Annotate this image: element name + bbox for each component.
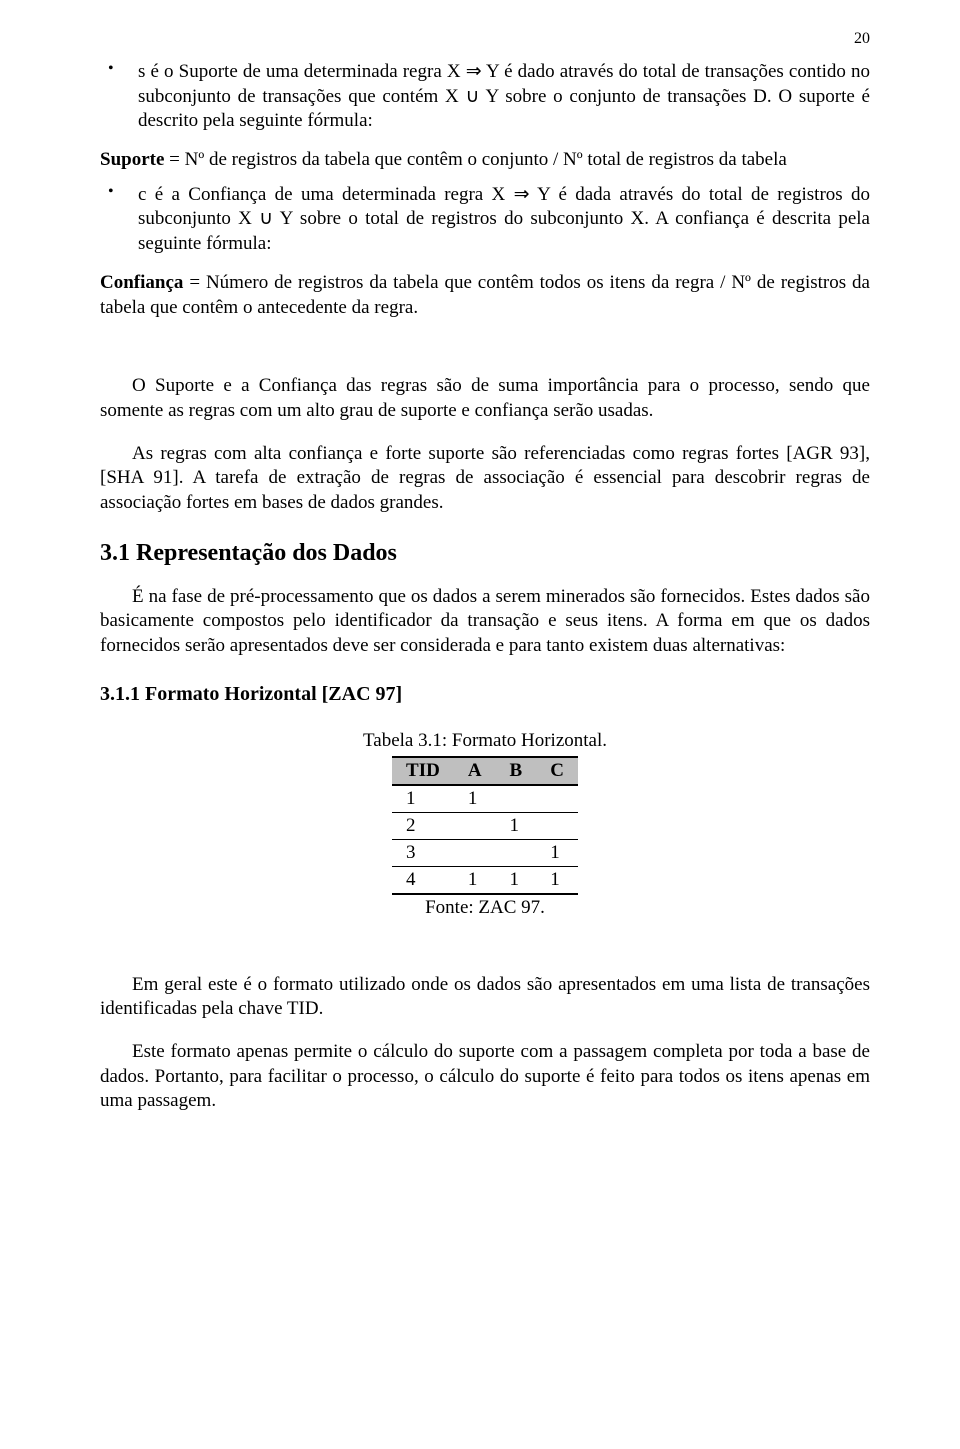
page-number: 20 — [854, 30, 870, 48]
cell: 1 — [496, 812, 537, 839]
formula-support-rest: = Nº de registros da tabela que contêm o… — [164, 149, 786, 170]
bullet-support-text: s é o Suporte de uma determinada regra X… — [138, 60, 870, 134]
bullet-confidence-text: c é a Confiança de uma determinada regra… — [138, 183, 870, 257]
cell: 1 — [392, 785, 454, 813]
spacer — [100, 320, 870, 356]
cell: 1 — [536, 866, 578, 894]
horizontal-format-table: TID A B C 1 1 2 1 3 1 — [392, 756, 578, 895]
paragraph-preprocessing: É na fase de pré-processamento que os da… — [100, 585, 870, 659]
table-caption: Tabela 3.1: Formato Horizontal. — [100, 730, 870, 752]
paragraph-support-calc: Este formato apenas permite o cálculo do… — [100, 1040, 870, 1114]
table-row: 1 1 — [392, 785, 578, 813]
heading-representation: 3.1 Representação dos Dados — [100, 540, 870, 567]
formula-confidence-rest: = Número de registros da tabela que cont… — [100, 272, 870, 318]
cell: 2 — [392, 812, 454, 839]
col-b: B — [496, 757, 537, 785]
formula-confidence: Confiança = Número de registros da tabel… — [100, 271, 870, 320]
col-a: A — [454, 757, 496, 785]
spacer — [100, 919, 870, 955]
paragraph-general-format: Em geral este é o formato utilizado onde… — [100, 973, 870, 1022]
table-row: 4 1 1 1 — [392, 866, 578, 894]
formula-support: Suporte = Nº de registros da tabela que … — [100, 148, 870, 173]
formula-confidence-label: Confiança — [100, 272, 183, 293]
col-tid: TID — [392, 757, 454, 785]
cell — [454, 812, 496, 839]
col-c: C — [536, 757, 578, 785]
paragraph-strong-rules: As regras com alta confiança e forte sup… — [100, 442, 870, 516]
bullet-mark: • — [100, 183, 138, 257]
bullet-confidence: • c é a Confiança de uma determinada reg… — [100, 183, 870, 257]
cell: 1 — [536, 839, 578, 866]
cell — [536, 785, 578, 813]
table-row: 2 1 — [392, 812, 578, 839]
cell: 4 — [392, 866, 454, 894]
cell — [496, 839, 537, 866]
cell — [496, 785, 537, 813]
paragraph-importance: O Suporte e a Confiança das regras são d… — [100, 374, 870, 423]
page: 20 • s é o Suporte de uma determinada re… — [0, 0, 960, 1449]
cell: 1 — [496, 866, 537, 894]
formula-support-label: Suporte — [100, 149, 164, 170]
table-source: Fonte: ZAC 97. — [100, 897, 870, 919]
cell — [454, 839, 496, 866]
cell: 1 — [454, 785, 496, 813]
cell: 3 — [392, 839, 454, 866]
bullet-mark: • — [100, 60, 138, 134]
cell: 1 — [454, 866, 496, 894]
cell — [536, 812, 578, 839]
bullet-support: • s é o Suporte de uma determinada regra… — [100, 60, 870, 134]
heading-horizontal-format: 3.1.1 Formato Horizontal [ZAC 97] — [100, 683, 870, 706]
table-header-row: TID A B C — [392, 757, 578, 785]
table-row: 3 1 — [392, 839, 578, 866]
